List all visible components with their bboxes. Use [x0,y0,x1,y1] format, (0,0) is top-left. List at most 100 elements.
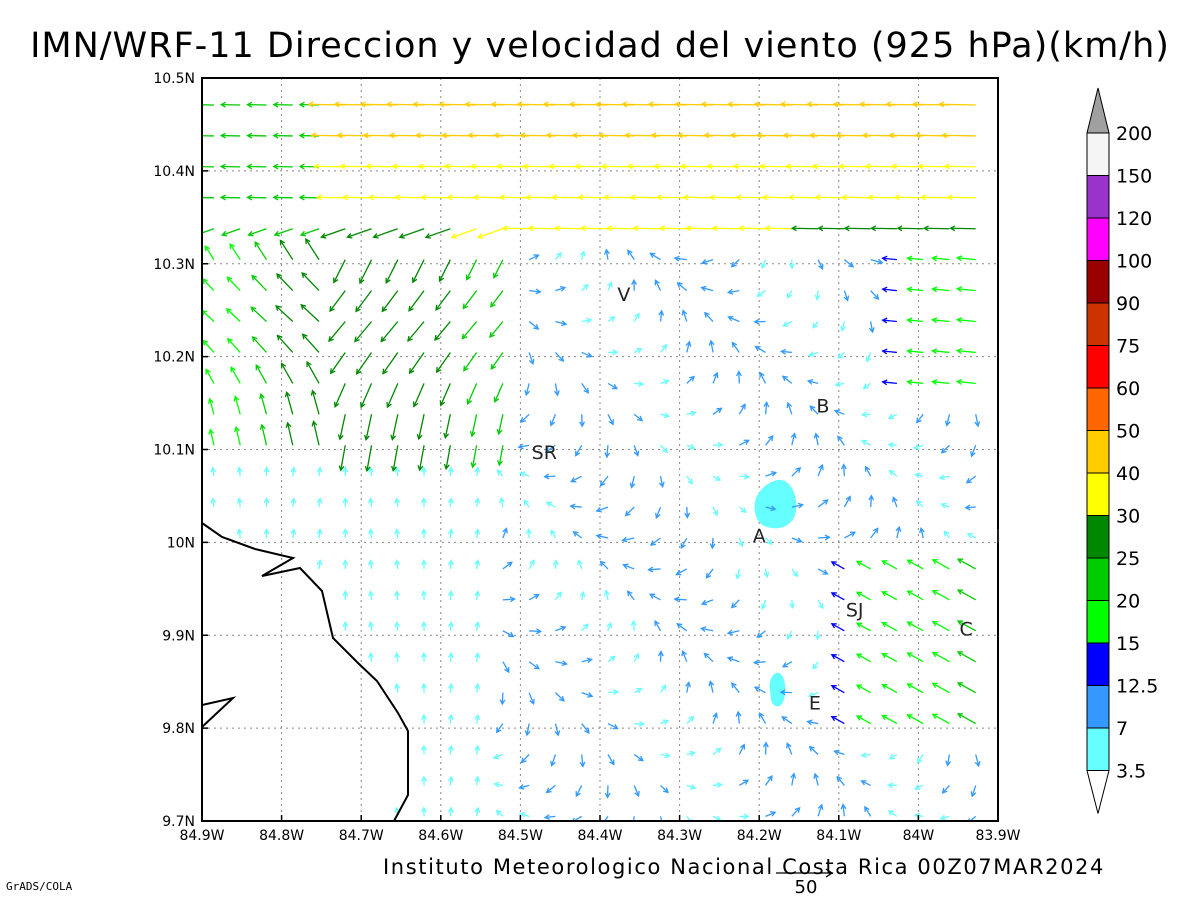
wind-vector-head [359,277,365,285]
wind-vector [791,537,802,543]
wind-vector [205,369,215,384]
wind-vector-head [612,689,620,696]
wind-vector [686,227,714,230]
wind-vector-head [916,757,923,764]
wind-vector-head [650,132,657,139]
wind-vector-head [499,699,506,706]
wind-vector-head [394,497,401,504]
wind-vector [907,381,924,385]
wind-vector-head [817,225,824,232]
wind-vector [843,464,846,477]
wind-vector [712,713,718,724]
wind-vector [686,751,695,756]
wind-vector [369,653,373,662]
wind-vector-head [786,401,793,409]
wind-vector [306,361,320,384]
wind-vector [440,383,451,406]
wind-vector [493,753,504,759]
wind-vector-head [949,225,956,232]
wind-vector [865,466,872,477]
wind-vector [230,366,241,384]
wind-vector [380,321,399,342]
wind-vector-head [812,322,819,329]
wind-vector-head [420,528,427,535]
coastline-islet [202,696,237,728]
wind-vector [475,498,479,508]
wind-vector-head [306,360,312,368]
wind-vector-head [638,380,645,387]
wind-vector-head [542,101,549,108]
wind-vector [957,558,977,570]
wind-vector [807,380,819,385]
wind-vector-head [385,277,391,285]
wind-vector [704,652,714,663]
wind-vector-head [474,559,481,566]
wind-vector [546,784,556,793]
wind-vector-head [631,278,638,286]
wind-vector-head [474,651,481,659]
wind-vector-head [740,507,748,513]
wind-vector-head [595,533,602,540]
wind-vector-head [521,163,529,170]
wind-vector [554,383,559,396]
wind-vector-head [466,132,474,139]
colorbar-segment [1086,302,1110,346]
wind-vector [449,745,452,755]
wind-vector [248,228,267,236]
wind-vector-head [966,533,973,539]
wind-vector-head [647,566,654,573]
wind-vector [279,240,294,261]
wind-vector-head [756,632,763,638]
wind-vector [682,650,688,662]
wind-vector [907,257,924,261]
wind-vector-head [474,528,481,535]
reference-arrow-head [825,868,834,878]
wind-vector [940,815,950,820]
wind-vector-head [604,792,611,799]
wind-vector [920,528,924,539]
wind-vector [965,506,976,509]
wind-vector [712,747,722,756]
wind-vector [861,780,871,787]
wind-vector-head [611,383,619,390]
wind-vector [260,394,268,415]
wind-vector [970,444,977,457]
wind-vector [907,350,924,354]
wind-vector [466,259,478,280]
wind-vector-head [380,336,387,343]
wind-vector [889,753,898,760]
wind-vector [869,495,873,508]
wind-vector-head [496,428,503,436]
wind-vector [333,259,346,283]
wind-vector-head [579,421,586,428]
colorbar-label: 7 [1116,718,1128,740]
wind-vector-head [705,572,712,579]
wind-vector [475,715,479,724]
wind-vector [728,289,740,294]
wind-vector-head [298,163,305,170]
wind-vector [632,621,635,631]
wind-vector-head [558,355,565,362]
wind-vector-head [469,431,476,438]
wind-vector [449,715,452,724]
wind-vector [831,561,845,570]
wind-vector-head [913,784,921,790]
wind-vector [727,657,740,663]
wind-vector [754,661,766,664]
wind-vector-head [843,225,850,232]
wind-vector [475,653,479,662]
wind-vector [831,654,845,663]
wind-vector-head [490,363,497,371]
wind-vector [606,445,609,458]
wind-vector [762,196,792,199]
wind-vector-head [881,317,888,324]
wind-vector-head [689,443,696,450]
wind-vector-head [501,225,508,232]
colorbar-top-cap [1086,87,1110,134]
wind-vector-head [490,101,497,108]
wind-vector [581,227,608,230]
wind-vector-head [519,132,526,139]
wind-vector-head [394,651,401,659]
wind-vector [966,475,977,484]
wind-vector-head [493,781,500,788]
